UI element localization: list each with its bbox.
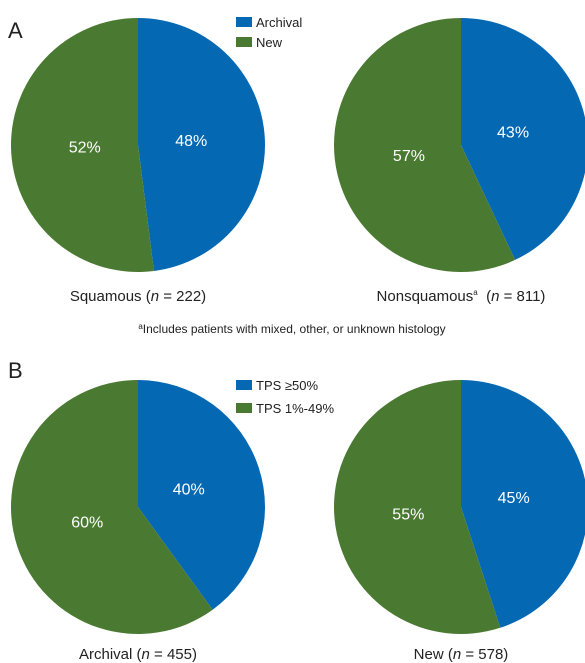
slice-label: 48% (175, 133, 207, 150)
legend-label: New (256, 35, 283, 50)
panel-label: B (8, 358, 23, 383)
panel-label: A (8, 18, 23, 43)
legend-label: TPS ≥50% (256, 378, 318, 393)
title-part: n (453, 646, 461, 663)
slice-label: 55% (392, 507, 424, 524)
title-part: Squamous ( (70, 288, 151, 305)
slice-label: 52% (69, 140, 101, 157)
title-part: a (473, 288, 478, 297)
pie-slice (334, 18, 516, 272)
pie-title: Squamous (n = 222) (70, 288, 206, 305)
pie-slice (138, 380, 266, 610)
title-part: n (151, 288, 159, 305)
slice-label: 60% (71, 515, 103, 532)
legend-swatch (236, 380, 252, 390)
pie-title: New (n = 578) (414, 646, 509, 663)
pie-slice (461, 18, 585, 260)
title-part: = 222) (159, 288, 206, 305)
slice-label: 40% (173, 482, 205, 499)
title-part: ( (478, 288, 491, 305)
pie-slice (461, 380, 585, 628)
title-part: Nonsquamous (377, 288, 474, 305)
title-part: Archival ( (79, 646, 142, 663)
slice-label: 43% (497, 125, 529, 142)
title-part: n (142, 646, 150, 663)
legend-swatch (236, 403, 252, 413)
pie-slice (138, 18, 266, 271)
slice-label: 57% (393, 148, 425, 165)
pie-slice (11, 380, 213, 634)
pie-title: Nonsquamousa (n = 811) (377, 288, 546, 305)
footnote: aIncludes patients with mixed, other, or… (138, 322, 445, 336)
title-part: New ( (414, 646, 453, 663)
title-part: = 811) (499, 288, 545, 305)
pie-slice (333, 380, 501, 635)
title-part: n (491, 288, 499, 305)
legend-label: Archival (256, 15, 302, 30)
footnote-marker: a (138, 322, 143, 331)
title-part: = 455) (150, 646, 197, 663)
legend-label: TPS 1%-49% (256, 401, 334, 416)
footnote-text: Includes patients with mixed, other, or … (143, 322, 446, 336)
legend-swatch (236, 17, 252, 27)
pie-title: Archival (n = 455) (79, 646, 197, 663)
title-part: = 578) (461, 646, 508, 663)
legend-swatch (236, 37, 252, 47)
pie-slice (11, 18, 154, 272)
slice-label: 45% (498, 490, 530, 507)
